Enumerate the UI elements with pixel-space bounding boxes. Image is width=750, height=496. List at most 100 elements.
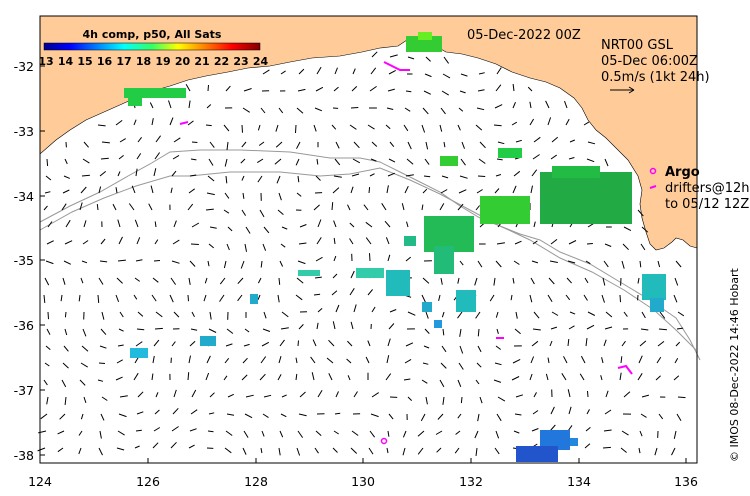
current-vector — [219, 294, 225, 302]
current-vector — [45, 260, 54, 265]
current-vector — [604, 409, 612, 415]
current-vector — [242, 447, 247, 455]
current-vector — [223, 124, 230, 132]
current-vector — [209, 141, 215, 148]
current-vector — [512, 277, 515, 284]
current-vector — [136, 237, 141, 245]
current-vector — [61, 203, 67, 211]
current-vector — [531, 260, 539, 264]
current-vector — [531, 340, 539, 347]
current-vector — [81, 345, 89, 352]
current-vector — [422, 107, 429, 115]
current-vector — [205, 208, 214, 211]
current-vector — [477, 260, 483, 268]
current-vector — [191, 222, 200, 228]
current-vector — [97, 379, 104, 382]
current-vector — [350, 107, 359, 109]
lat-tick-label: -35 — [14, 253, 34, 268]
current-vector — [674, 357, 679, 364]
shelf-contour-inner — [39, 167, 697, 351]
current-vector — [316, 237, 322, 245]
current-vector — [187, 372, 190, 381]
current-vector — [438, 294, 441, 302]
current-vector — [134, 219, 139, 228]
current-vector — [259, 209, 265, 218]
current-vector — [332, 273, 338, 279]
current-vector — [369, 253, 371, 262]
current-vector — [62, 189, 70, 194]
latitude-axis: -32 -33 -34 -35 -36 -37 -38 — [14, 59, 45, 463]
current-vector — [155, 392, 159, 398]
current-vector — [497, 396, 506, 402]
current-vector — [548, 277, 555, 285]
colorbar-tick-label: 21 — [194, 55, 209, 68]
current-vector — [155, 311, 163, 318]
current-vector — [442, 396, 445, 405]
current-vector — [335, 141, 340, 149]
current-vector — [569, 311, 576, 315]
current-vector — [579, 373, 585, 381]
current-vector — [514, 240, 522, 245]
current-vector — [209, 226, 217, 229]
current-vector — [153, 427, 161, 432]
current-vector — [496, 67, 502, 75]
current-vector — [529, 294, 533, 303]
current-vector — [115, 187, 118, 194]
current-vector — [601, 294, 605, 303]
current-vector — [458, 107, 464, 112]
current-vector — [677, 311, 685, 317]
current-vector — [203, 294, 207, 302]
current-vector — [189, 260, 196, 267]
current-vector — [225, 430, 233, 436]
current-vector — [422, 188, 428, 194]
current-vector — [424, 73, 432, 78]
current-vector — [43, 294, 46, 303]
current-vector — [388, 158, 396, 163]
current-vector — [351, 430, 359, 436]
current-vector — [63, 260, 72, 265]
current-vector — [531, 428, 539, 432]
current-vector — [257, 277, 262, 284]
current-vector — [369, 85, 377, 92]
current-vector — [387, 430, 390, 437]
current-vector — [134, 445, 140, 449]
current-vector — [262, 69, 270, 75]
credit-label: © IMOS 08-Dec-2022 14:46 Hobart — [728, 268, 741, 462]
current-vector — [115, 294, 120, 302]
current-vector — [101, 311, 105, 320]
current-vector — [443, 141, 446, 148]
current-vector — [205, 124, 212, 127]
current-vector — [99, 260, 108, 263]
current-vector — [587, 311, 596, 316]
current-vector — [601, 357, 604, 364]
current-vector — [621, 340, 626, 347]
current-vector — [81, 174, 90, 177]
current-vector — [367, 289, 373, 296]
current-vector — [171, 260, 180, 264]
current-vector — [137, 311, 144, 317]
current-vector — [602, 277, 606, 286]
lon-tick-label: 124 — [28, 474, 52, 489]
current-vector — [620, 356, 623, 364]
current-vector — [513, 170, 521, 177]
current-vector — [191, 311, 195, 318]
current-vector — [389, 54, 398, 58]
shelf-contour-outer — [39, 149, 701, 361]
current-vector — [260, 260, 263, 268]
current-vector — [350, 321, 354, 330]
current-vector — [496, 413, 502, 422]
current-vector — [117, 430, 125, 436]
current-vector — [585, 260, 591, 265]
current-vector — [241, 209, 247, 216]
current-vector — [332, 321, 336, 330]
current-vector — [98, 362, 106, 364]
current-vector — [242, 357, 248, 364]
current-vector — [637, 209, 644, 217]
current-vector — [237, 294, 243, 302]
current-vector — [568, 325, 575, 330]
current-vector — [475, 311, 481, 319]
current-vector — [583, 121, 590, 126]
current-vector — [425, 311, 429, 319]
current-vector — [512, 83, 515, 92]
current-vector — [224, 158, 228, 167]
